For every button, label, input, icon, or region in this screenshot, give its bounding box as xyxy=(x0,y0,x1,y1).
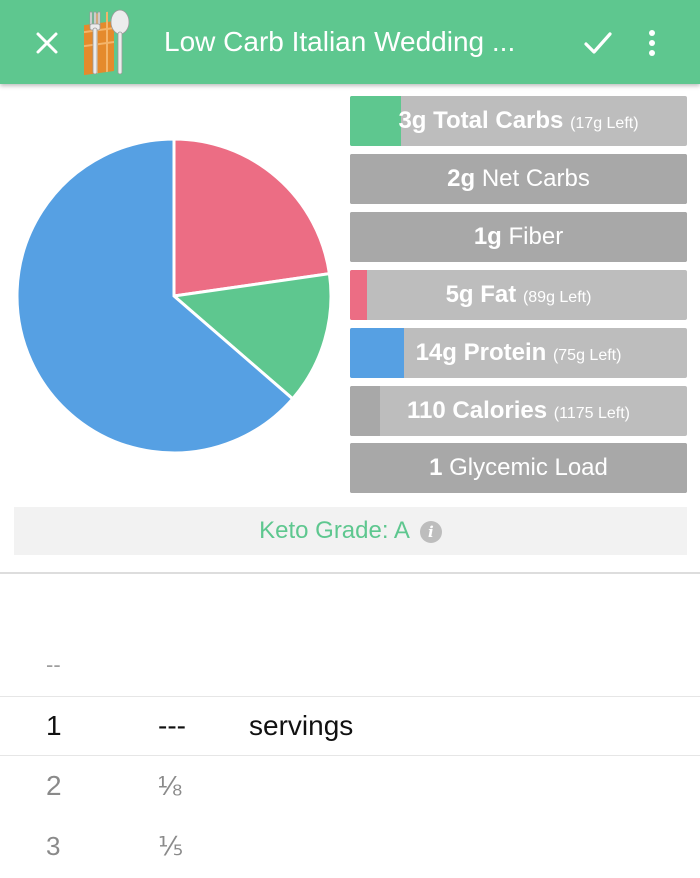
nutrient-bar-glycemic-load[interactable]: 1 Glycemic Load xyxy=(350,443,687,493)
close-icon xyxy=(36,32,58,54)
picker-selection-line xyxy=(0,755,700,756)
nutrient-bar-protein[interactable]: 14g Protein (75g Left) xyxy=(350,328,687,378)
picker-fraction: ⅛ xyxy=(158,770,182,801)
nutrient-bar-text: 3g Total Carbs (17g Left) xyxy=(350,96,687,146)
close-button[interactable] xyxy=(28,24,66,62)
nutrient-remaining: (1175 Left) xyxy=(553,405,630,422)
app-bar: Low Carb Italian Wedding ... xyxy=(0,0,700,84)
pie-slice-protein xyxy=(15,137,295,455)
nutrient-label: Calories xyxy=(452,397,548,424)
nutrient-label: Fat xyxy=(480,281,517,308)
pie-slice-fat xyxy=(172,137,332,298)
nutrient-remaining: (75g Left) xyxy=(552,347,622,364)
nutrient-bar-fiber[interactable]: 1g Fiber xyxy=(350,212,687,262)
more-vert-icon xyxy=(649,30,655,56)
nutrient-bar-text: 1 Glycemic Load xyxy=(350,443,687,493)
check-icon xyxy=(584,32,612,54)
nutrient-bar-total-carbs[interactable]: 3g Total Carbs (17g Left) xyxy=(350,96,687,146)
picker-selection-line xyxy=(0,696,700,697)
nutrient-remaining: (89g Left) xyxy=(522,289,592,306)
picker-quantity: 2 xyxy=(46,770,62,801)
nutrient-label: Total Carbs xyxy=(433,107,564,134)
picker-row[interactable]: -- xyxy=(0,636,700,694)
nutrient-bar-net-carbs[interactable]: 2g Net Carbs xyxy=(350,154,687,204)
nutrient-value: 14g xyxy=(415,339,457,366)
nutrient-value: 5g xyxy=(445,281,474,308)
divider xyxy=(0,572,700,574)
nutrient-bar-text: 5g Fat (89g Left) xyxy=(350,270,687,320)
picker-fraction: ⅕ xyxy=(158,831,184,861)
keto-grade-banner: Keto Grade: A i xyxy=(14,507,687,555)
picker-quantity: 1 xyxy=(46,710,62,741)
fork-spoon-napkin-icon xyxy=(78,6,138,78)
picker-unit: servings xyxy=(249,710,354,741)
pie-slice-carbs xyxy=(170,271,333,401)
nutrient-value: 3g xyxy=(398,107,427,134)
nutrient-label: Fiber xyxy=(508,223,564,250)
nutrient-bar-calories[interactable]: 110 Calories (1175 Left) xyxy=(350,386,687,436)
nutrient-value: 110 xyxy=(407,397,446,424)
nutrient-bar-fill xyxy=(350,212,687,262)
nutrient-label: Net Carbs xyxy=(481,165,590,192)
confirm-button[interactable] xyxy=(578,24,618,62)
picker-quantity: 3 xyxy=(46,831,61,861)
nutrient-bar-text: 110 Calories (1175 Left) xyxy=(350,386,687,436)
nutrient-label: Glycemic Load xyxy=(449,454,608,481)
nutrient-bar-fat[interactable]: 5g Fat (89g Left) xyxy=(350,270,687,320)
nutrient-label: Protein xyxy=(463,339,547,366)
keto-grade-text: Keto Grade: A xyxy=(259,517,410,544)
page-title: Low Carb Italian Wedding ... xyxy=(164,26,516,57)
nutrient-bar-fill xyxy=(350,96,401,146)
nutrient-bar-fill xyxy=(350,443,687,493)
nutrient-bar-fill xyxy=(350,328,404,378)
nutrient-value: 1g xyxy=(473,223,502,250)
picker-fraction: --- xyxy=(158,710,186,741)
nutrient-bar-text: 1g Fiber xyxy=(350,212,687,262)
more-options-button[interactable] xyxy=(636,24,668,62)
nutrient-remaining: (17g Left) xyxy=(570,115,639,132)
nutrient-value: 1 xyxy=(429,454,443,481)
nutrient-bar-fill xyxy=(350,386,381,436)
nutrient-bar-text: 14g Protein (75g Left) xyxy=(350,328,687,378)
nutrient-bar-fill xyxy=(350,270,367,320)
nutrient-value: 2g xyxy=(447,165,476,192)
nutrient-bar-fill xyxy=(350,154,687,204)
macro-pie-chart xyxy=(15,137,333,455)
picker-row-selected[interactable]: 1 --- servings xyxy=(0,697,700,755)
picker-quantity: -- xyxy=(46,652,61,677)
info-icon[interactable]: i xyxy=(419,520,442,543)
nutrient-bar-text: 2g Net Carbs xyxy=(350,154,687,204)
